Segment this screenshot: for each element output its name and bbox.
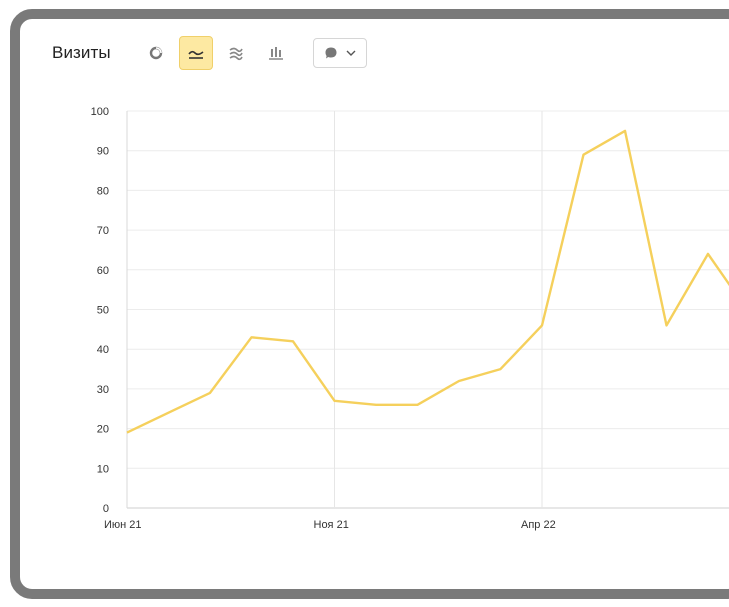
pie-chart-icon — [149, 46, 162, 60]
chart-card — [20, 19, 729, 589]
bar-chart-icon — [268, 47, 283, 60]
annotations-dropdown[interactable] — [312, 38, 367, 68]
x-tick-label: Апр 22 — [521, 519, 556, 531]
bar-chart-button[interactable] — [259, 36, 293, 70]
y-tick-label: 30 — [97, 384, 109, 396]
series-line — [126, 129, 729, 434]
y-tick-label: 40 — [97, 344, 109, 356]
pie-chart-button[interactable] — [139, 36, 173, 70]
line-chart-button[interactable] — [178, 36, 213, 70]
x-tick-label: Ноя 21 — [314, 519, 349, 531]
chart-toolbar: Визиты — [52, 36, 367, 70]
area-chart-icon — [229, 47, 243, 61]
y-tick-label: 100 — [91, 106, 109, 118]
chevron-down-icon — [346, 50, 356, 56]
frame-border — [10, 9, 729, 599]
y-tick-label: 80 — [97, 185, 109, 197]
area-chart-button[interactable] — [219, 36, 253, 70]
y-tick-label: 20 — [97, 424, 109, 436]
y-tick-label: 0 — [103, 503, 109, 515]
comment-icon — [325, 47, 337, 59]
chart-title: Визиты — [52, 43, 111, 62]
y-tick-label: 10 — [97, 463, 109, 475]
y-tick-label: 70 — [97, 225, 109, 237]
line-chart-icon — [188, 50, 204, 59]
y-tick-label: 50 — [97, 305, 109, 317]
y-tick-label: 90 — [97, 146, 109, 158]
y-tick-label: 60 — [97, 265, 109, 277]
x-tick-label: Июн 21 — [104, 519, 142, 531]
